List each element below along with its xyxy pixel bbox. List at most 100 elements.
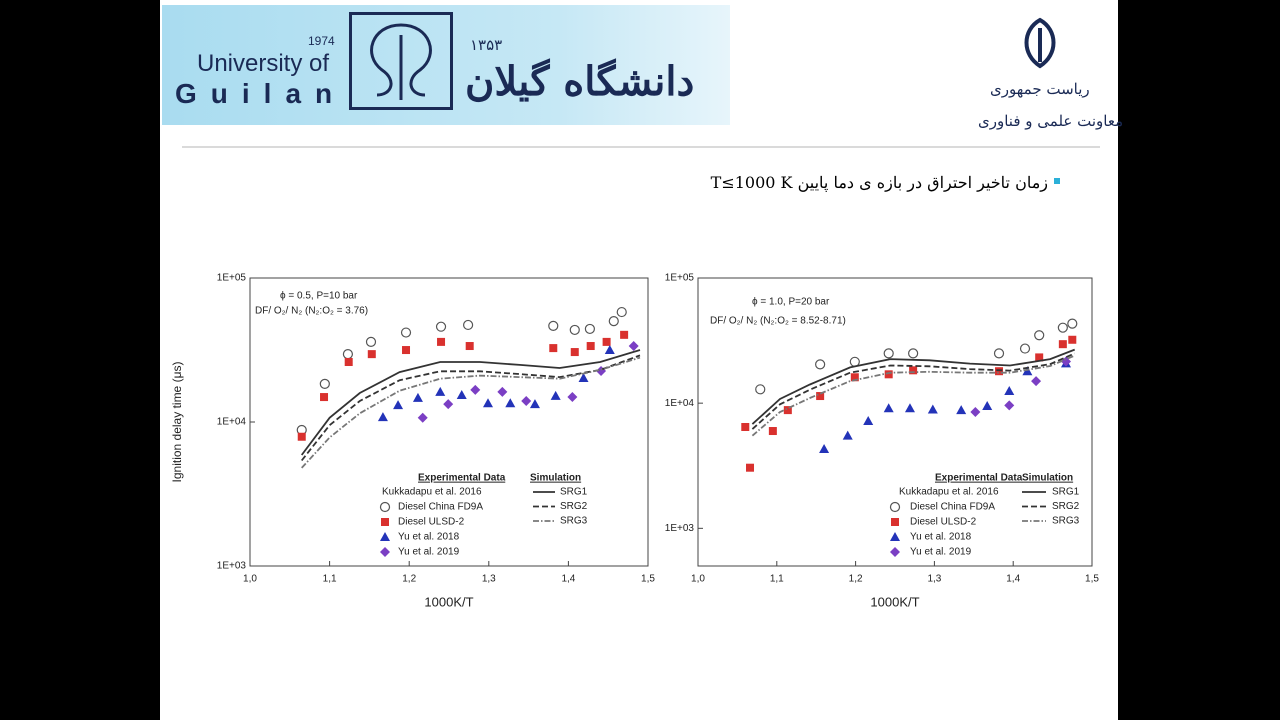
point (465, 342, 474, 351)
point (567, 392, 578, 403)
point (497, 386, 508, 397)
legend-marker (890, 532, 900, 541)
x-tick-label: 1,5 (1085, 574, 1099, 585)
y-axis-label: Ignition delay time (μs) (170, 362, 184, 483)
x-tick-label: 1,4 (1006, 574, 1020, 585)
legend-marker (380, 547, 390, 557)
logo-emblem (349, 12, 453, 110)
point (1035, 353, 1044, 362)
legend-label: Diesel China FD9A (398, 502, 483, 513)
legend-marker (380, 532, 390, 541)
point (1034, 330, 1045, 341)
point (297, 432, 306, 441)
x-tick-label: 1,0 (243, 574, 257, 585)
point (521, 395, 532, 406)
point (435, 386, 446, 396)
point (443, 399, 454, 410)
legend-title: Experimental Data (418, 473, 506, 484)
point (470, 384, 481, 395)
x-tick-label: 1,4 (561, 574, 575, 585)
point (956, 405, 967, 415)
point (995, 367, 1004, 376)
legend-label: Yu et al. 2019 (910, 547, 972, 558)
point (417, 412, 428, 423)
annotation: DF/ O₂/ N₂ (N₂:O₂ = 3.76) (255, 306, 368, 317)
legend-label: SRG1 (1052, 487, 1080, 498)
legend-marker (891, 518, 899, 526)
university-name: Guilan (175, 78, 347, 109)
point (1068, 335, 1077, 344)
legend-marker (379, 501, 391, 513)
x-tick-label: 1,2 (402, 574, 416, 585)
legend-title: Simulation (530, 473, 581, 484)
point (909, 366, 918, 375)
point (602, 337, 611, 346)
sim-line (301, 356, 641, 469)
point (584, 323, 595, 335)
point (616, 306, 627, 318)
annotation: ϕ = 0.5, P=10 bar (280, 291, 358, 302)
point (342, 349, 354, 360)
sim-line (751, 348, 1076, 425)
x-tick-label: 1,5 (641, 574, 655, 585)
point (908, 348, 919, 359)
point (768, 427, 777, 436)
annotation: ϕ = 1.0, P=20 bar (752, 297, 830, 308)
y-tick-label: 1E+03 (665, 523, 695, 534)
point (755, 384, 766, 395)
legend-label: Diesel ULSD-2 (910, 517, 977, 528)
point (993, 348, 1005, 359)
point (529, 399, 540, 409)
point (970, 406, 981, 417)
point (816, 392, 825, 401)
legend-label: Diesel ULSD-2 (398, 517, 465, 528)
point (1004, 400, 1015, 411)
legend-label: SRG2 (1052, 501, 1080, 512)
logo-art (370, 23, 432, 100)
sim-line (300, 349, 641, 456)
x-tick-label: 1,1 (770, 574, 784, 585)
legend-title: Experimental Data (935, 473, 1023, 484)
point (344, 358, 353, 367)
sim-line (751, 354, 1076, 437)
y-tick-label: 1E+05 (217, 273, 247, 284)
point (437, 337, 446, 346)
x-tick-label: 1,1 (323, 574, 337, 585)
point (393, 400, 404, 410)
point (1057, 322, 1068, 333)
legend-marker (890, 547, 900, 557)
point (927, 404, 938, 414)
point (365, 336, 377, 347)
point (367, 350, 376, 359)
point (569, 324, 580, 336)
legend-label: SRG3 (1052, 516, 1080, 527)
x-tick-label: 1,3 (927, 574, 941, 585)
point (377, 412, 388, 422)
point (815, 359, 826, 370)
legend-subtitle: Kukkadapu et al. 2016 (382, 487, 482, 498)
point (863, 416, 874, 426)
point (1058, 340, 1067, 349)
point (850, 373, 859, 382)
legend-marker (381, 518, 389, 526)
office-1: ریاست جمهوری (990, 80, 1090, 98)
point (586, 342, 595, 351)
point (819, 444, 830, 454)
bullet-text: زمان تاخیر احتراق در بازه ی دما پایین T≤… (710, 173, 1048, 192)
point (412, 392, 423, 402)
x-tick-label: 1,0 (691, 574, 705, 585)
legend-label: SRG3 (560, 516, 588, 527)
annotation: DF/ O₂/ N₂ (N₂:O₂ = 8.52-8.71) (710, 316, 846, 327)
persian-name: دانشگاه گیلان (465, 58, 695, 105)
point (549, 344, 558, 353)
point (842, 430, 853, 440)
banner (162, 5, 730, 125)
point (319, 378, 330, 389)
point (456, 389, 467, 399)
legend-label: SRG1 (560, 487, 588, 498)
legend-label: SRG2 (560, 501, 588, 512)
point (550, 390, 561, 400)
legend-title: Simulation (1022, 473, 1073, 484)
university: University of (197, 50, 330, 77)
